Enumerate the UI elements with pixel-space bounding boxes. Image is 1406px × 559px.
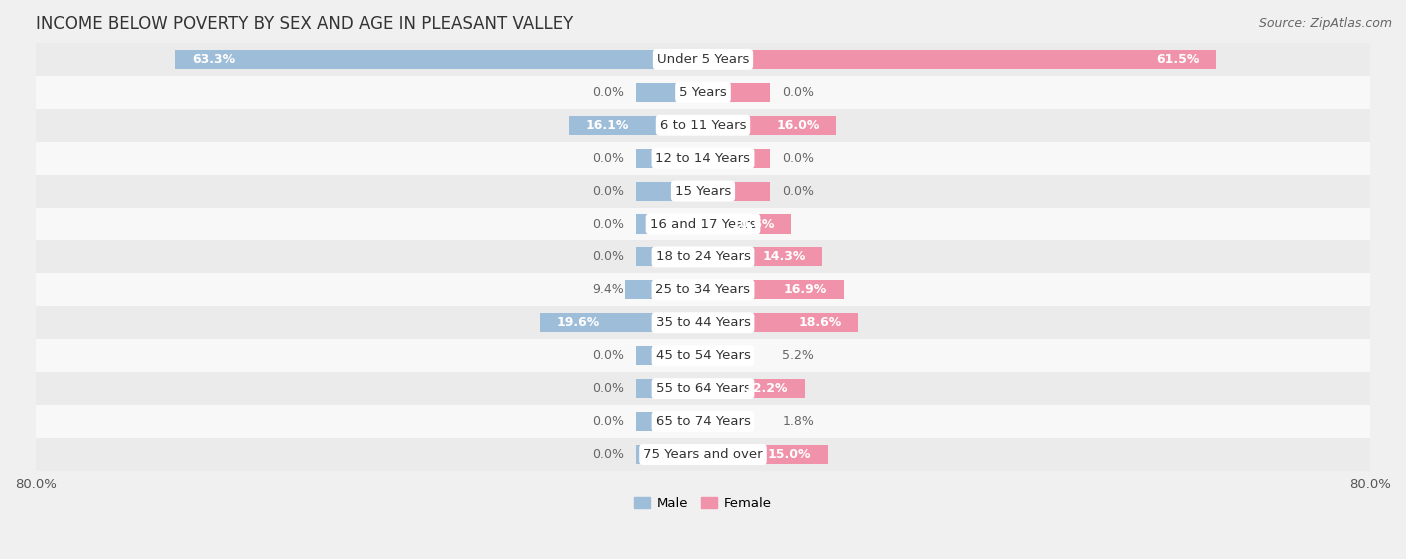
Text: Source: ZipAtlas.com: Source: ZipAtlas.com bbox=[1258, 17, 1392, 30]
Bar bbox=[703, 445, 828, 464]
Text: 55 to 64 Years: 55 to 64 Years bbox=[655, 382, 751, 395]
Bar bbox=[703, 412, 718, 431]
Legend: Male, Female: Male, Female bbox=[628, 492, 778, 516]
Text: 12.2%: 12.2% bbox=[745, 382, 787, 395]
Text: 16.9%: 16.9% bbox=[785, 283, 827, 296]
Bar bbox=[637, 248, 703, 267]
Text: 1.8%: 1.8% bbox=[782, 415, 814, 428]
Bar bbox=[637, 379, 703, 398]
Bar bbox=[703, 248, 823, 267]
Bar bbox=[703, 50, 1216, 69]
Text: 65 to 74 Years: 65 to 74 Years bbox=[655, 415, 751, 428]
Bar bbox=[37, 76, 1369, 109]
Text: 45 to 54 Years: 45 to 54 Years bbox=[655, 349, 751, 362]
Text: 0.0%: 0.0% bbox=[592, 250, 624, 263]
Text: 0.0%: 0.0% bbox=[592, 184, 624, 197]
Bar bbox=[37, 141, 1369, 174]
Bar bbox=[703, 215, 792, 234]
Bar bbox=[703, 280, 844, 300]
Bar bbox=[37, 273, 1369, 306]
Bar bbox=[703, 149, 769, 168]
Text: 15.0%: 15.0% bbox=[768, 448, 811, 461]
Bar bbox=[703, 346, 747, 365]
Text: 0.0%: 0.0% bbox=[782, 151, 814, 165]
Text: 0.0%: 0.0% bbox=[782, 86, 814, 99]
Bar bbox=[37, 43, 1369, 76]
Text: 63.3%: 63.3% bbox=[191, 53, 235, 66]
Bar bbox=[540, 313, 703, 333]
Text: 6 to 11 Years: 6 to 11 Years bbox=[659, 119, 747, 132]
Text: 5 Years: 5 Years bbox=[679, 86, 727, 99]
Text: 0.0%: 0.0% bbox=[592, 217, 624, 230]
Text: 0.0%: 0.0% bbox=[592, 382, 624, 395]
Bar bbox=[637, 346, 703, 365]
Bar bbox=[37, 306, 1369, 339]
Bar bbox=[569, 116, 703, 135]
Text: 61.5%: 61.5% bbox=[1156, 53, 1199, 66]
Bar bbox=[37, 240, 1369, 273]
Text: 25 to 34 Years: 25 to 34 Years bbox=[655, 283, 751, 296]
Bar bbox=[624, 280, 703, 300]
Text: 16 and 17 Years: 16 and 17 Years bbox=[650, 217, 756, 230]
Text: 19.6%: 19.6% bbox=[557, 316, 599, 329]
Text: 0.0%: 0.0% bbox=[592, 448, 624, 461]
Text: 0.0%: 0.0% bbox=[592, 151, 624, 165]
Bar bbox=[703, 83, 769, 102]
Bar bbox=[37, 207, 1369, 240]
Bar bbox=[703, 116, 837, 135]
Text: 15 Years: 15 Years bbox=[675, 184, 731, 197]
Bar bbox=[37, 438, 1369, 471]
Text: 14.3%: 14.3% bbox=[762, 250, 806, 263]
Bar bbox=[637, 149, 703, 168]
Text: 0.0%: 0.0% bbox=[592, 86, 624, 99]
Text: 0.0%: 0.0% bbox=[592, 349, 624, 362]
Bar bbox=[37, 339, 1369, 372]
Text: 18.6%: 18.6% bbox=[799, 316, 841, 329]
Text: 0.0%: 0.0% bbox=[782, 184, 814, 197]
Text: 35 to 44 Years: 35 to 44 Years bbox=[655, 316, 751, 329]
Bar bbox=[637, 182, 703, 201]
Bar bbox=[637, 215, 703, 234]
Text: 9.4%: 9.4% bbox=[592, 283, 624, 296]
Bar bbox=[637, 412, 703, 431]
Bar bbox=[37, 405, 1369, 438]
Bar bbox=[703, 182, 769, 201]
Text: 12 to 14 Years: 12 to 14 Years bbox=[655, 151, 751, 165]
Text: INCOME BELOW POVERTY BY SEX AND AGE IN PLEASANT VALLEY: INCOME BELOW POVERTY BY SEX AND AGE IN P… bbox=[37, 15, 574, 33]
Text: 5.2%: 5.2% bbox=[782, 349, 814, 362]
Text: 18 to 24 Years: 18 to 24 Years bbox=[655, 250, 751, 263]
Text: Under 5 Years: Under 5 Years bbox=[657, 53, 749, 66]
Bar bbox=[637, 445, 703, 464]
Text: 10.6%: 10.6% bbox=[731, 217, 775, 230]
Bar bbox=[37, 109, 1369, 141]
Bar bbox=[37, 174, 1369, 207]
Bar bbox=[703, 379, 804, 398]
Bar bbox=[637, 83, 703, 102]
Text: 16.1%: 16.1% bbox=[585, 119, 628, 132]
Bar bbox=[703, 313, 858, 333]
Text: 0.0%: 0.0% bbox=[592, 415, 624, 428]
Bar bbox=[37, 372, 1369, 405]
Text: 75 Years and over: 75 Years and over bbox=[643, 448, 763, 461]
Bar bbox=[176, 50, 703, 69]
Text: 16.0%: 16.0% bbox=[776, 119, 820, 132]
